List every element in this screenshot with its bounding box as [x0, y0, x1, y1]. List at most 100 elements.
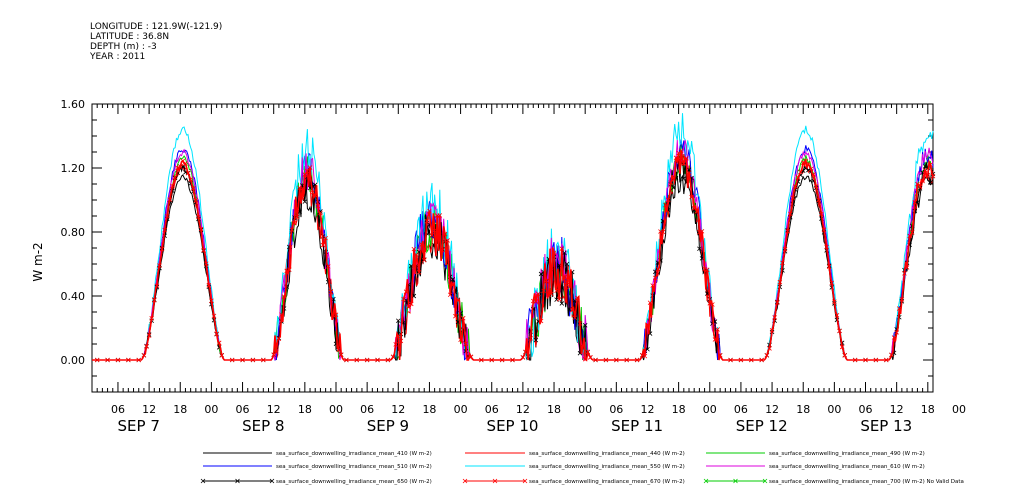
x-tick-label: 18 — [796, 403, 810, 416]
series-marker — [569, 307, 575, 313]
series-marker — [216, 340, 222, 346]
x-tick-label: 06 — [859, 403, 873, 416]
series-marker — [299, 186, 305, 191]
series-marker — [681, 161, 687, 166]
series-marker — [424, 218, 430, 224]
series-marker — [790, 195, 796, 201]
series-marker — [440, 247, 445, 253]
year-label: YEAR : 2011 — [90, 52, 146, 62]
series-marker — [211, 313, 217, 319]
series-marker — [214, 331, 219, 337]
x-tick-label: 00 — [578, 403, 592, 416]
series-marker — [419, 242, 424, 247]
series-marker — [520, 355, 526, 360]
series-marker — [889, 352, 894, 358]
series-marker — [146, 333, 152, 338]
legend-marker — [200, 478, 206, 484]
series-marker — [829, 280, 835, 286]
legend-label: sea_surface_downwelling_irradiance_mean_… — [276, 451, 432, 457]
series-marker — [149, 316, 154, 321]
series-marker — [302, 199, 308, 204]
series-marker — [640, 352, 645, 358]
series-marker — [536, 291, 541, 297]
series-marker — [453, 313, 458, 319]
series-marker — [907, 233, 912, 239]
series-marker — [580, 344, 585, 350]
series-marker — [175, 165, 180, 171]
series-marker — [115, 357, 121, 363]
x-tick-label: 06 — [485, 403, 499, 416]
legend-label: sea_surface_downwelling_irradiance_mean_… — [276, 464, 432, 470]
series-marker — [240, 357, 245, 363]
latitude-label: LATITUDE : 36.8N — [90, 32, 170, 42]
series-marker — [284, 268, 289, 274]
series-marker — [567, 284, 572, 290]
series-marker — [510, 357, 515, 363]
series-marker — [315, 203, 321, 209]
series-marker — [375, 357, 380, 363]
series-marker — [450, 282, 456, 288]
series-marker — [774, 300, 780, 305]
series-marker — [650, 283, 655, 288]
series-marker — [652, 275, 658, 281]
legend-marker — [522, 478, 528, 484]
longitude-label: LONGITUDE : 121.9W(-121.9) — [90, 22, 223, 32]
metadata-header: LONGITUDE : 121.9W(-121.9) LATITUDE : 36… — [90, 22, 222, 62]
series-marker — [429, 233, 435, 238]
series-marker — [136, 357, 142, 363]
x-tick-label: 12 — [765, 403, 779, 416]
series-marker — [764, 352, 770, 358]
series-marker — [209, 298, 214, 304]
x-tick-label: 00 — [329, 403, 343, 416]
series-marker — [909, 230, 915, 235]
series-marker — [707, 301, 713, 306]
series-marker — [318, 210, 323, 216]
series-marker — [634, 357, 640, 363]
series-marker — [167, 197, 173, 202]
series-marker — [832, 299, 837, 304]
series-marker — [307, 165, 313, 170]
series-marker — [411, 246, 417, 252]
series-marker — [206, 283, 212, 288]
series-marker — [930, 173, 936, 179]
series-marker — [344, 357, 349, 363]
series-marker — [655, 266, 661, 272]
series-marker — [331, 313, 336, 318]
series-marker — [925, 172, 931, 178]
series-marker — [325, 264, 331, 269]
series-marker — [671, 185, 676, 191]
series-marker — [442, 231, 448, 237]
x-tick-label: 12 — [890, 403, 904, 416]
series-marker — [159, 246, 165, 252]
legend: sea_surface_downwelling_irradiance_mean_… — [200, 451, 964, 485]
series-marker — [447, 292, 453, 298]
series-marker — [665, 197, 671, 203]
series-marker — [624, 357, 629, 363]
series-marker — [582, 323, 588, 328]
series-marker — [336, 347, 341, 353]
series-marker — [331, 296, 336, 302]
series-marker — [543, 278, 549, 284]
series-marker — [577, 321, 583, 326]
x-tick-label: 00 — [204, 403, 218, 416]
x-tick-label: 12 — [516, 403, 530, 416]
series-marker — [154, 283, 160, 289]
series-marker — [385, 357, 391, 363]
series-line — [92, 150, 934, 362]
series-marker — [250, 357, 256, 363]
series-marker — [396, 333, 401, 339]
series-marker — [715, 327, 720, 332]
series-marker — [567, 306, 572, 312]
series-marker — [403, 297, 409, 303]
y-axis-label: W m-2 — [31, 242, 45, 281]
x-tick-label: 12 — [640, 403, 654, 416]
series-marker — [463, 341, 469, 347]
series-marker — [614, 357, 619, 363]
series-marker — [694, 209, 700, 214]
series-marker — [414, 252, 419, 258]
series-marker — [533, 337, 539, 343]
x-tick-label: 18 — [547, 403, 561, 416]
y-tick-label: 0.00 — [61, 354, 86, 367]
x-tick-label: 00 — [827, 403, 841, 416]
series-marker — [928, 180, 933, 185]
